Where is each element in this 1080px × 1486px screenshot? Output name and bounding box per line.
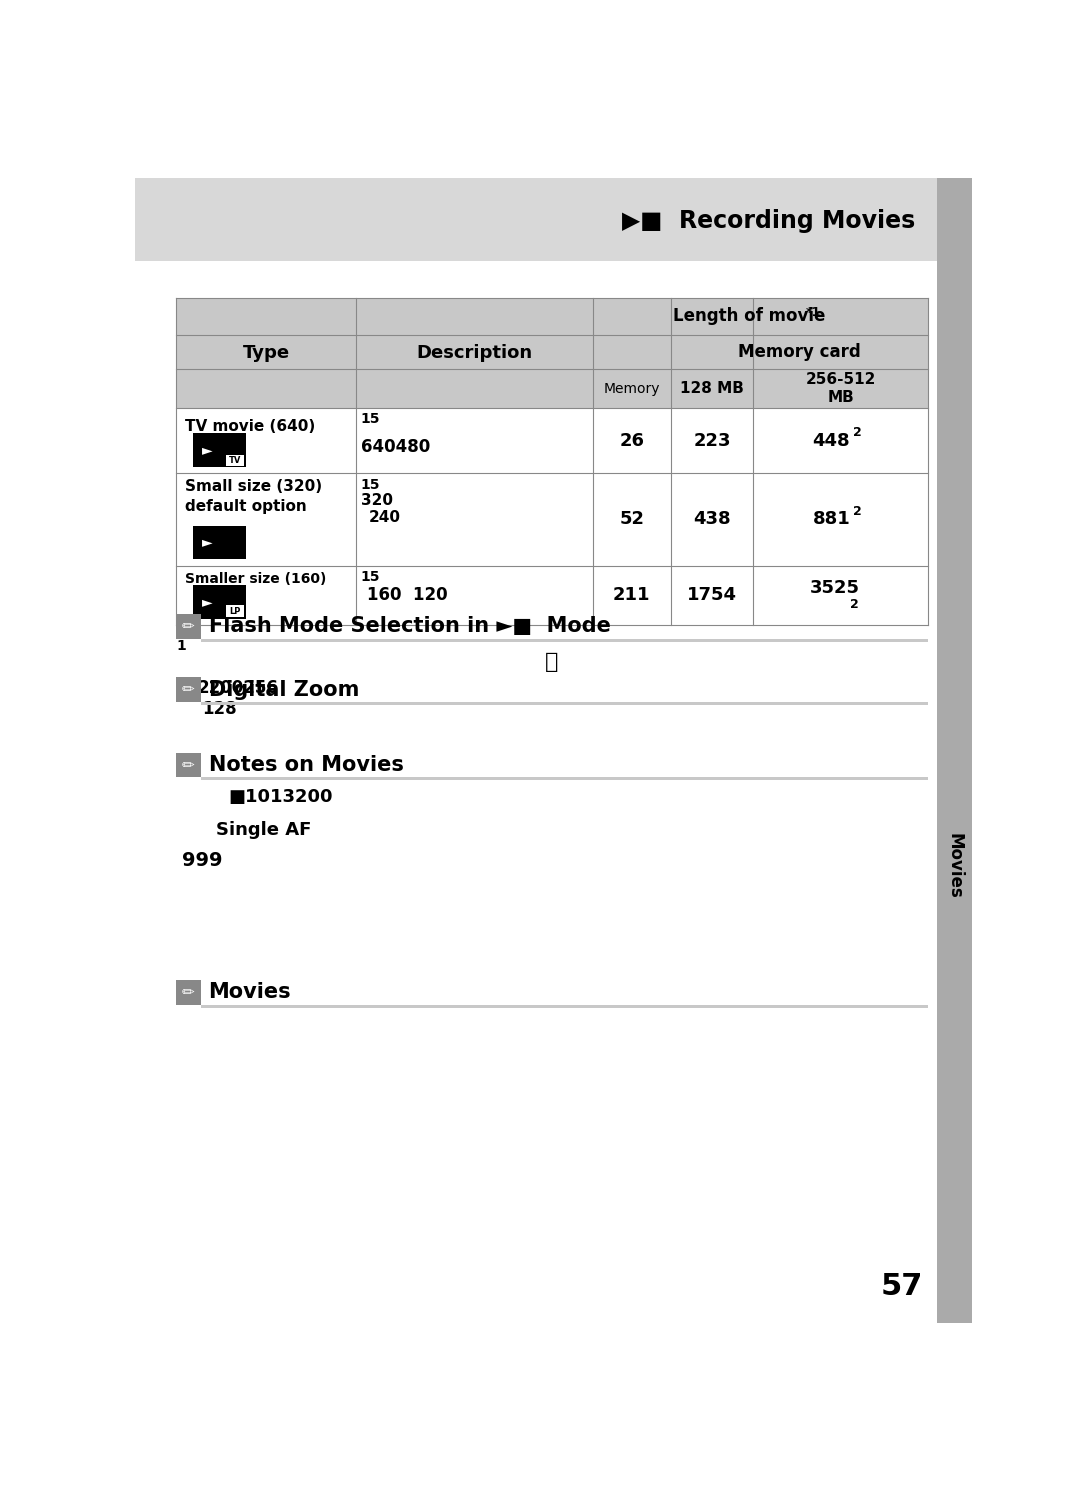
Text: 2: 2 xyxy=(853,426,862,440)
Text: 128: 128 xyxy=(202,700,237,718)
Text: 211: 211 xyxy=(613,587,650,605)
Text: 15: 15 xyxy=(361,478,380,492)
Text: 1754: 1754 xyxy=(687,587,737,605)
Text: TV: TV xyxy=(229,456,241,465)
Text: ►: ► xyxy=(202,594,213,609)
Bar xyxy=(193,434,246,467)
Text: Single AF: Single AF xyxy=(216,820,312,838)
Text: ■1013200: ■1013200 xyxy=(229,789,334,807)
Text: 57: 57 xyxy=(881,1272,923,1300)
Text: 1: 1 xyxy=(176,639,186,652)
Text: 999: 999 xyxy=(183,851,222,869)
Text: ▶■  Recording Movies: ▶■ Recording Movies xyxy=(622,210,916,233)
Bar xyxy=(226,455,244,465)
Bar xyxy=(176,614,201,639)
Bar xyxy=(201,701,928,704)
Text: 3525: 3525 xyxy=(809,578,860,596)
Bar xyxy=(937,178,972,1323)
Text: 240: 240 xyxy=(368,510,401,525)
Text: 26: 26 xyxy=(619,431,645,449)
Text: Length of movie: Length of movie xyxy=(673,308,825,325)
Text: ✏: ✏ xyxy=(183,758,194,773)
Text: ✏: ✏ xyxy=(183,985,194,1000)
Text: 2: 2 xyxy=(850,597,859,611)
Bar xyxy=(135,178,937,262)
Text: Memory card: Memory card xyxy=(738,343,861,361)
Bar xyxy=(201,639,928,642)
Text: 2200256: 2200256 xyxy=(198,679,279,697)
Bar xyxy=(176,297,928,407)
Text: 15: 15 xyxy=(361,413,380,426)
Bar xyxy=(193,585,246,618)
Text: Movies: Movies xyxy=(946,834,963,899)
Bar xyxy=(176,979,201,1005)
Text: 438: 438 xyxy=(693,510,731,529)
Text: Flash Mode Selection in ►■  Mode: Flash Mode Selection in ►■ Mode xyxy=(208,617,610,636)
Bar xyxy=(176,678,201,701)
Text: ⓩ: ⓩ xyxy=(545,652,558,672)
Bar xyxy=(201,1005,928,1008)
Text: 52: 52 xyxy=(619,510,645,529)
Text: ►: ► xyxy=(202,443,213,458)
Text: 881: 881 xyxy=(812,510,850,529)
Text: 448: 448 xyxy=(812,431,850,449)
Text: *1: *1 xyxy=(806,306,821,319)
Text: TV movie (640): TV movie (640) xyxy=(186,419,315,434)
Text: 128 MB: 128 MB xyxy=(680,380,744,397)
Bar xyxy=(201,777,928,780)
Text: Notes on Movies: Notes on Movies xyxy=(208,755,404,776)
Text: 256-512
MB: 256-512 MB xyxy=(806,372,876,406)
Text: 223: 223 xyxy=(693,431,731,449)
Text: ►: ► xyxy=(202,535,213,550)
Text: 160  120: 160 120 xyxy=(367,587,447,605)
Text: 2: 2 xyxy=(853,505,862,519)
Bar xyxy=(193,526,246,559)
Text: Memory: Memory xyxy=(604,382,660,395)
Text: Digital Zoom: Digital Zoom xyxy=(208,679,359,700)
Text: LP: LP xyxy=(229,606,241,615)
Text: 2: 2 xyxy=(176,679,186,692)
Text: Movies: Movies xyxy=(208,982,292,1002)
Text: ✏: ✏ xyxy=(183,620,194,635)
Text: Description: Description xyxy=(417,343,532,361)
Text: ✏: ✏ xyxy=(183,682,194,697)
Text: 640480: 640480 xyxy=(361,438,430,456)
Text: Small size (320)
default option: Small size (320) default option xyxy=(186,480,323,514)
Bar xyxy=(226,605,244,617)
Text: Type: Type xyxy=(242,343,289,361)
Bar xyxy=(176,753,201,777)
Text: 15: 15 xyxy=(361,571,380,584)
Text: 320: 320 xyxy=(361,493,392,508)
Text: Smaller size (160): Smaller size (160) xyxy=(186,572,327,585)
